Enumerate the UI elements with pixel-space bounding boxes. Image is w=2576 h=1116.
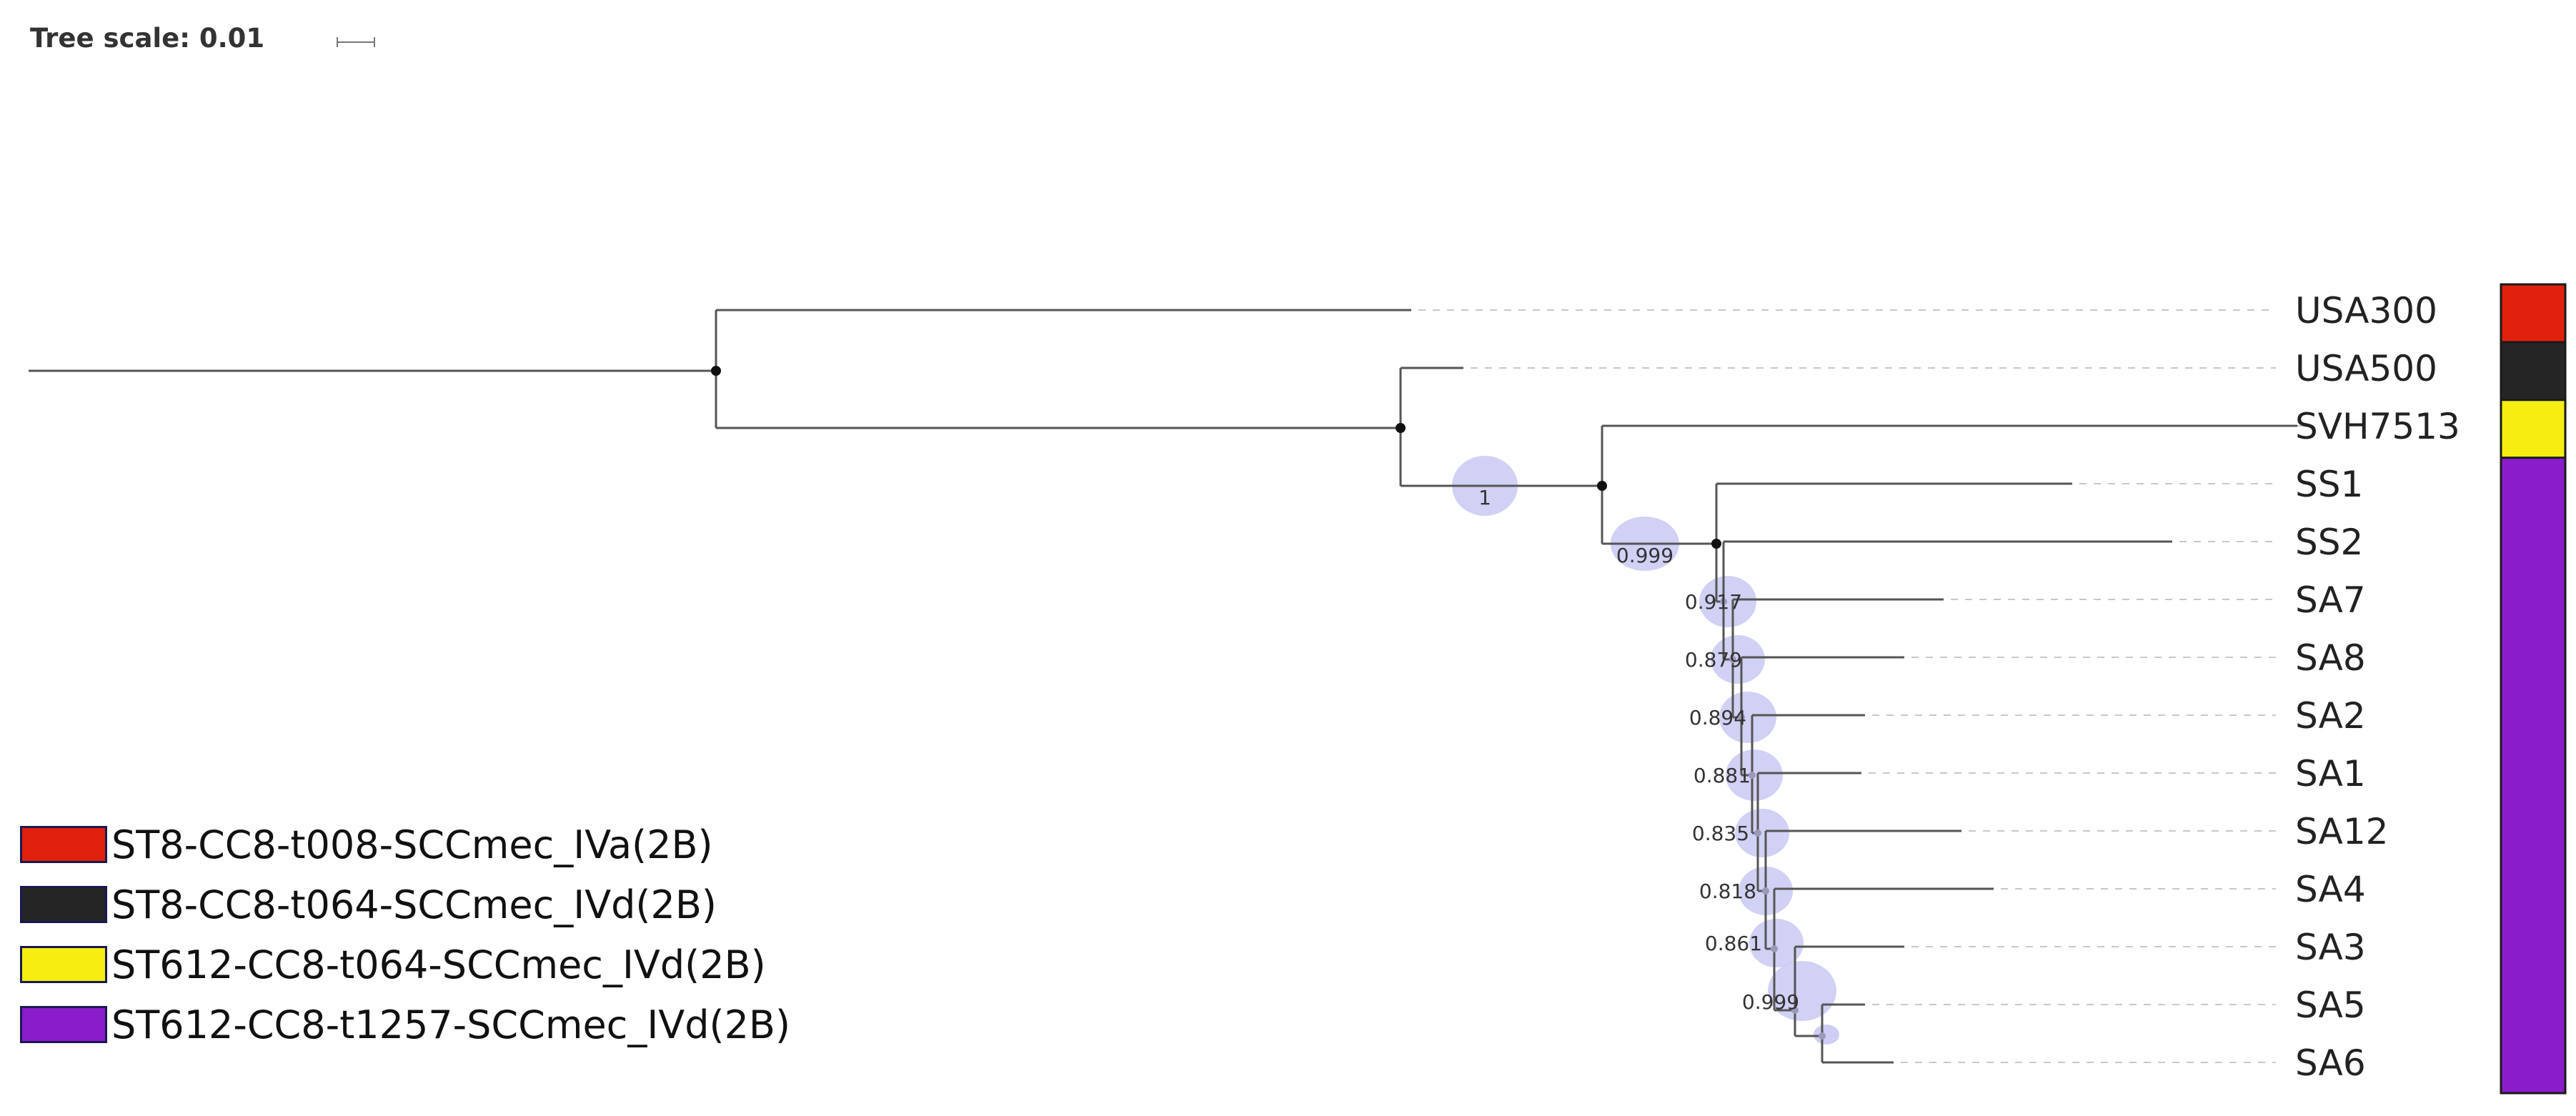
support-bubble [1735, 809, 1789, 857]
node-dot [1791, 1007, 1799, 1014]
legend-item-st612-t064: ST612-CC8-t064-SCCmec_IVd(2B) [20, 935, 790, 995]
leaf-label: SA1 [2295, 753, 2366, 794]
leaf-labels: USA300 USA500 SVH7513 SS1 SS2 SA7 SA8 SA2 SA1 SA1… [2295, 290, 2460, 1084]
legend: ST8-CC8-t008-SCCmec_IVa(2B) ST8-CC8-t064… [20, 814, 790, 1055]
leaf-label: SA7 [2295, 579, 2366, 621]
legend-swatch [20, 946, 107, 983]
support-value: 0.917 [1685, 590, 1742, 614]
support-bubble [1768, 961, 1836, 1021]
support-value: 0.861 [1705, 932, 1762, 955]
support-value: 0.879 [1685, 648, 1742, 672]
group-strip-cell [2501, 284, 2565, 343]
support-bubble [1814, 1025, 1839, 1045]
legend-item-st612-t1257: ST612-CC8-t1257-SCCmec_IVd(2B) [20, 995, 790, 1055]
group-strip-cell [2501, 689, 2565, 747]
leaf-label: SA4 [2295, 869, 2366, 910]
support-bubble [1699, 576, 1756, 627]
support-value: 0.818 [1699, 880, 1756, 903]
node-dot [711, 366, 721, 376]
leaf-label: SA3 [2295, 927, 2366, 968]
legend-label: ST8-CC8-t064-SCCmec_IVd(2B) [111, 882, 717, 927]
group-strip-cell [2501, 573, 2565, 632]
support-value: 0.835 [1692, 822, 1749, 845]
tree-scale-label: Tree scale: 0.01 [30, 23, 265, 54]
legend-item-st8-t008: ST8-CC8-t008-SCCmec_IVa(2B) [20, 814, 790, 875]
node-dot [1819, 1032, 1826, 1040]
leaf-label: SS1 [2295, 464, 2363, 505]
group-strip-cell [2501, 920, 2565, 978]
group-strip-cell [2501, 1035, 2565, 1094]
node-dot [1396, 423, 1406, 433]
node-dot [1749, 772, 1756, 779]
support-value: 0.881 [1694, 764, 1751, 787]
leaf-label: SA12 [2295, 811, 2389, 852]
leaf-label: SA5 [2295, 985, 2366, 1026]
group-strip-outline [2500, 283, 2567, 1095]
leaf-label: SA8 [2295, 637, 2366, 679]
leaf-guide-lines [1418, 309, 2304, 1063]
node-dot [1754, 829, 1761, 837]
node-dot [1711, 539, 1721, 549]
group-strip-cell [2501, 342, 2565, 401]
legend-swatch [20, 886, 107, 923]
node-dot [1738, 714, 1745, 721]
legend-label: ST8-CC8-t008-SCCmec_IVa(2B) [111, 822, 713, 867]
legend-label: ST612-CC8-t064-SCCmec_IVd(2B) [111, 942, 766, 987]
legend-label: ST612-CC8-t1257-SCCmec_IVd(2B) [111, 1002, 791, 1047]
node-dot [1762, 887, 1769, 895]
node-dot [1720, 598, 1727, 605]
tree-branches [29, 309, 2297, 1064]
leaf-label: USA500 [2295, 348, 2437, 389]
support-value: 0.999 [1742, 990, 1799, 1014]
legend-item-st8-t064: ST8-CC8-t064-SCCmec_IVd(2B) [20, 875, 790, 935]
support-value: 1 [1478, 486, 1491, 509]
group-strip-cell [2501, 977, 2565, 1036]
group-strip-cell [2501, 515, 2565, 574]
group-strip-cell [2501, 804, 2565, 863]
group-strip-cell [2501, 399, 2565, 459]
leaf-label: SVH7513 [2295, 406, 2460, 447]
support-value: 0.894 [1689, 706, 1746, 729]
legend-swatch [20, 1006, 107, 1043]
group-strip-cell [2501, 746, 2565, 805]
leaf-label: SA6 [2295, 1042, 2366, 1084]
leaf-label: SA2 [2295, 695, 2366, 737]
tree-scale-bar [337, 37, 375, 47]
group-strip-cell [2501, 862, 2565, 920]
node-dot [1597, 481, 1607, 491]
support-value: 0.999 [1616, 544, 1674, 567]
node-dots [711, 366, 1826, 1040]
group-strip-cell [2501, 457, 2565, 516]
node-dot [1729, 656, 1736, 663]
support-values: 1 0.999 0.917 0.879 0.894 0.881 0.835 0.818 0.86… [1478, 486, 1799, 1014]
node-dot [1771, 945, 1778, 952]
leaf-label: SS2 [2295, 522, 2363, 563]
group-color-strip [2500, 283, 2567, 1095]
support-bubble [1749, 919, 1804, 967]
leaf-label: USA300 [2295, 290, 2437, 332]
legend-swatch [20, 826, 107, 863]
group-strip-cell [2501, 631, 2565, 689]
